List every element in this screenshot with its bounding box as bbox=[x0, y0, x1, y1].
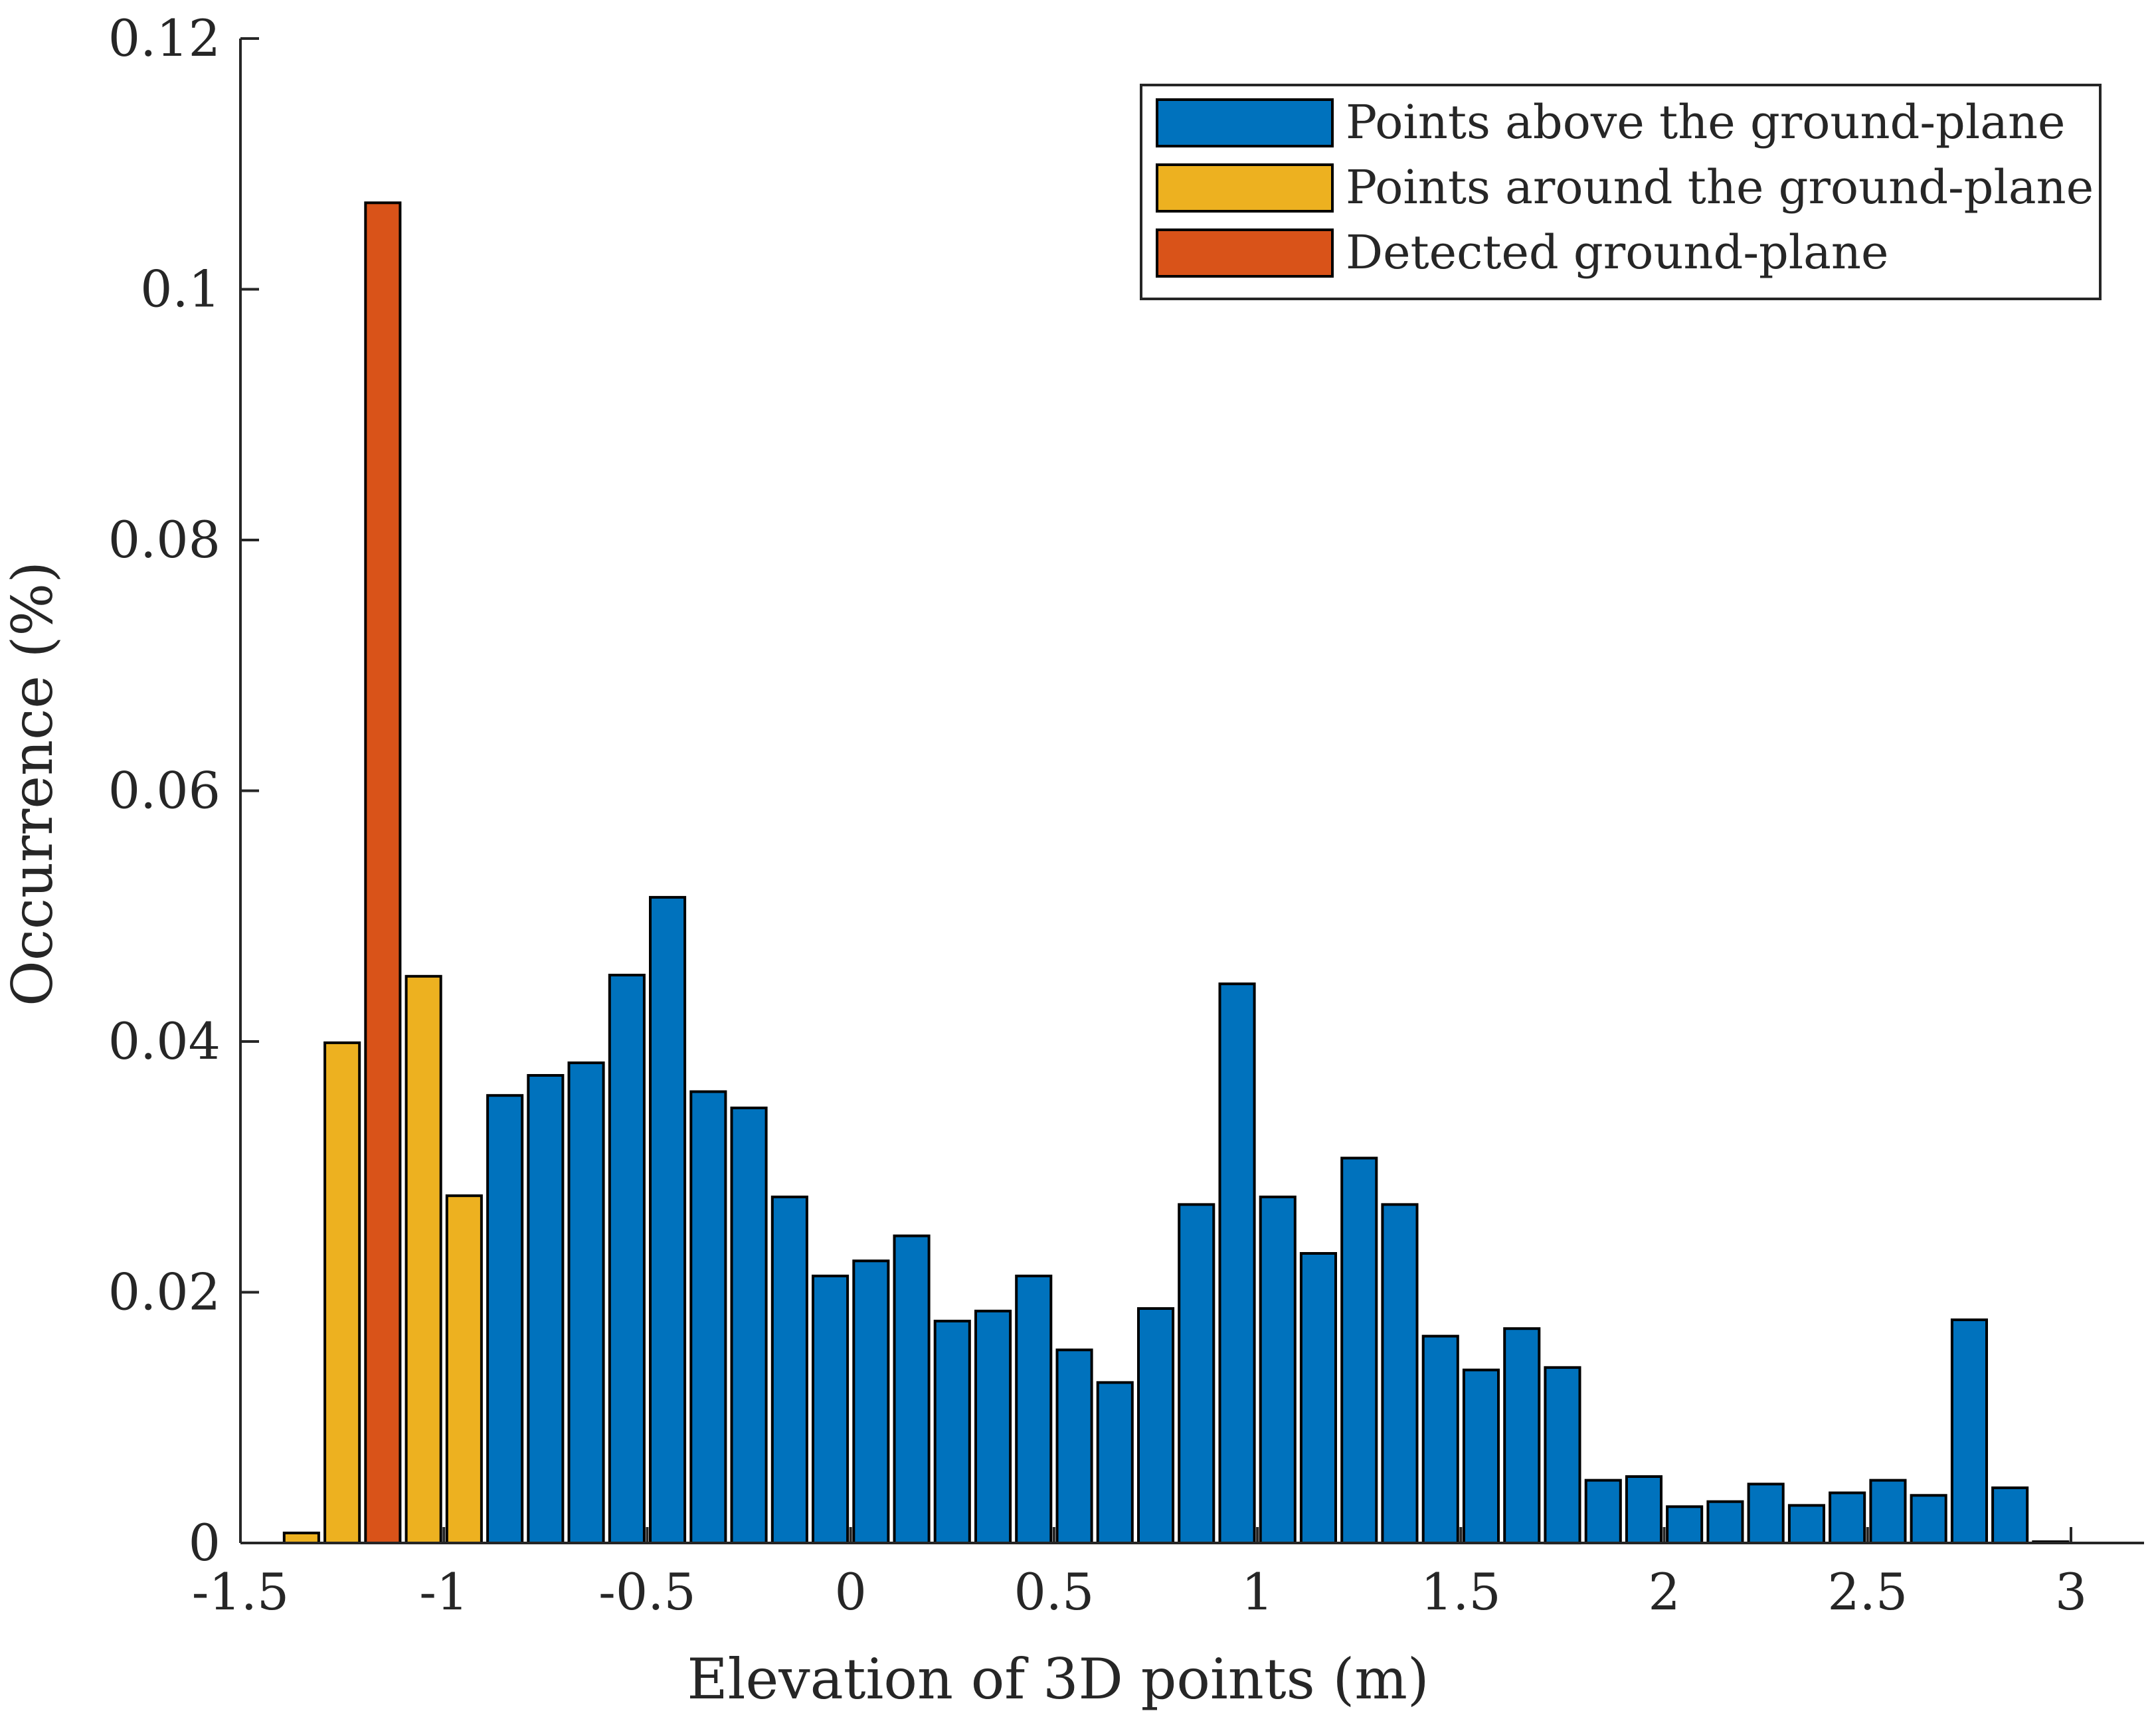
bar-detected-ground-plane-0 bbox=[364, 201, 402, 1544]
bars-layer bbox=[282, 201, 2070, 1545]
x-tick-label: 2.5 bbox=[1827, 1562, 1908, 1621]
y-tick-label: 0.02 bbox=[108, 1263, 221, 1322]
legend-label: Points above the ground-plane bbox=[1346, 95, 2065, 149]
bar-points-above-the-ground-plane-6 bbox=[730, 1107, 768, 1544]
bar-points-above-the-ground-plane-13 bbox=[1015, 1275, 1053, 1544]
y-ticks-layer: 0 0.02 0.04 0.06 0.08 0.1 0.12 bbox=[108, 9, 259, 1572]
x-tick-label: 3 bbox=[2055, 1562, 2087, 1621]
bar-points-above-the-ground-plane-1 bbox=[527, 1074, 565, 1544]
bar-points-above-the-ground-plane-7 bbox=[770, 1196, 808, 1544]
bar-points-around-the-ground-plane-2 bbox=[404, 974, 442, 1545]
legend-label: Points around the ground-plane bbox=[1346, 160, 2094, 215]
bar-points-above-the-ground-plane-10 bbox=[893, 1234, 931, 1544]
x-tick-label: -1.5 bbox=[192, 1562, 290, 1621]
bar-points-above-the-ground-plane-35 bbox=[1910, 1494, 1947, 1545]
bar-points-above-the-ground-plane-30 bbox=[1706, 1500, 1744, 1544]
bar-points-above-the-ground-plane-5 bbox=[689, 1090, 727, 1544]
legend-swatch bbox=[1156, 98, 1334, 147]
bar-points-above-the-ground-plane-2 bbox=[567, 1061, 605, 1544]
bar-points-above-the-ground-plane-20 bbox=[1299, 1252, 1338, 1544]
bar-points-above-the-ground-plane-19 bbox=[1259, 1196, 1297, 1544]
bar-points-around-the-ground-plane-1 bbox=[323, 1041, 361, 1544]
bar-points-above-the-ground-plane-23 bbox=[1421, 1334, 1459, 1544]
x-axis-label: Elevation of 3D points (m) bbox=[687, 1647, 1429, 1712]
y-tick-label: 0 bbox=[189, 1513, 221, 1572]
bar-points-above-the-ground-plane-25 bbox=[1503, 1327, 1541, 1544]
x-tick-label: 0 bbox=[834, 1562, 866, 1621]
bar-points-above-the-ground-plane-12 bbox=[974, 1309, 1012, 1545]
bar-points-above-the-ground-plane-26 bbox=[1544, 1366, 1581, 1545]
x-tick-label: -0.5 bbox=[598, 1562, 696, 1621]
bar-points-above-the-ground-plane-3 bbox=[608, 974, 646, 1544]
bar-points-above-the-ground-plane-16 bbox=[1137, 1307, 1175, 1544]
bar-points-above-the-ground-plane-28 bbox=[1625, 1475, 1662, 1544]
bar-points-above-the-ground-plane-24 bbox=[1462, 1368, 1500, 1544]
y-tick-label: 0.08 bbox=[108, 510, 221, 569]
legend-label: Detected ground-plane bbox=[1346, 225, 1888, 280]
bar-points-above-the-ground-plane-27 bbox=[1584, 1479, 1622, 1545]
bar-points-above-the-ground-plane-37 bbox=[1991, 1486, 2029, 1544]
legend: Points above the ground-plane Points arou… bbox=[1140, 84, 2102, 300]
bar-points-above-the-ground-plane-18 bbox=[1218, 982, 1256, 1544]
bar-points-above-the-ground-plane-14 bbox=[1055, 1348, 1093, 1545]
x-tick-label: -1 bbox=[419, 1562, 468, 1621]
x-tick-label: 2 bbox=[1648, 1562, 1680, 1621]
legend-swatch bbox=[1156, 163, 1334, 213]
bar-points-above-the-ground-plane-36 bbox=[1950, 1318, 1988, 1544]
bar-points-above-the-ground-plane-31 bbox=[1747, 1483, 1785, 1545]
legend-swatch bbox=[1156, 228, 1334, 278]
y-tick-label: 0.06 bbox=[108, 761, 221, 820]
x-tick-label: 1.5 bbox=[1421, 1562, 1501, 1621]
y-tick-label: 0.04 bbox=[108, 1012, 221, 1071]
bar-points-above-the-ground-plane-4 bbox=[649, 895, 687, 1544]
bar-points-above-the-ground-plane-21 bbox=[1340, 1156, 1378, 1544]
y-tick-label: 0.12 bbox=[108, 9, 221, 68]
bar-points-around-the-ground-plane-0 bbox=[282, 1531, 320, 1544]
bar-points-above-the-ground-plane-17 bbox=[1178, 1203, 1215, 1545]
bar-points-above-the-ground-plane-32 bbox=[1787, 1504, 1825, 1544]
bar-points-above-the-ground-plane-9 bbox=[852, 1259, 890, 1545]
bar-points-above-the-ground-plane-8 bbox=[812, 1275, 850, 1544]
x-ticks-layer: -1.5 -1 -0.5 0 0.5 1 1.5 2 2.5 3 bbox=[192, 1527, 2087, 1621]
bar-points-above-the-ground-plane-33 bbox=[1829, 1491, 1866, 1544]
bar-points-above-the-ground-plane-29 bbox=[1666, 1505, 1704, 1545]
x-tick-label: 0.5 bbox=[1014, 1562, 1094, 1621]
x-tick-label: 1 bbox=[1241, 1562, 1273, 1621]
bar-points-above-the-ground-plane-34 bbox=[1869, 1479, 1907, 1545]
bar-points-above-the-ground-plane-15 bbox=[1096, 1381, 1134, 1544]
y-axis-label: Occurrence (%) bbox=[0, 561, 65, 1006]
bar-points-above-the-ground-plane-0 bbox=[486, 1094, 524, 1544]
bar-points-above-the-ground-plane-22 bbox=[1381, 1203, 1419, 1545]
bar-points-above-the-ground-plane-11 bbox=[933, 1319, 971, 1545]
y-tick-label: 0.1 bbox=[140, 260, 221, 319]
bar-points-around-the-ground-plane-3 bbox=[445, 1194, 483, 1544]
